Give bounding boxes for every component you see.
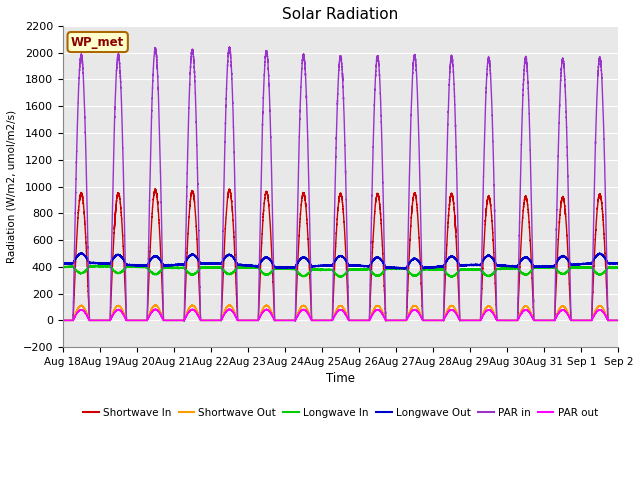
PAR in [88, 318, 95, 324]
PAR out [59, 318, 67, 324]
Shortwave In [88, 318, 95, 324]
PAR out [88, 318, 95, 324]
PAR out [614, 318, 622, 324]
Shortwave In [382, 318, 390, 324]
Longwave Out [399, 266, 407, 272]
PAR in [477, 318, 484, 324]
Longwave Out [506, 264, 513, 269]
Line: PAR out: PAR out [63, 309, 618, 321]
Longwave Out [492, 260, 499, 266]
PAR out [506, 318, 513, 324]
Title: Solar Radiation: Solar Radiation [282, 7, 399, 22]
Shortwave In [477, 318, 484, 324]
PAR out [513, 318, 521, 324]
Shortwave In [506, 318, 513, 324]
PAR in [506, 318, 513, 324]
Legend: Shortwave In, Shortwave Out, Longwave In, Longwave Out, PAR in, PAR out: Shortwave In, Shortwave Out, Longwave In… [79, 404, 602, 422]
Line: Shortwave In: Shortwave In [63, 189, 618, 321]
Y-axis label: Radiation (W/m2, umol/m2/s): Radiation (W/m2, umol/m2/s) [7, 110, 17, 263]
Shortwave In [413, 209, 421, 215]
PAR in [513, 318, 521, 324]
PAR in [291, 318, 299, 324]
Longwave Out [477, 262, 484, 268]
Shortwave Out [477, 318, 484, 324]
Longwave In [59, 264, 67, 270]
Shortwave In [59, 318, 67, 324]
Shortwave Out [513, 318, 521, 324]
PAR in [413, 91, 421, 97]
Longwave In [335, 274, 343, 280]
PAR out [492, 315, 499, 321]
Shortwave Out [492, 314, 499, 320]
Shortwave Out [413, 305, 421, 311]
Line: Longwave In: Longwave In [63, 265, 618, 277]
Shortwave Out [88, 318, 95, 324]
Shortwave In [492, 285, 499, 290]
Longwave Out [88, 260, 95, 265]
Line: PAR in: PAR in [63, 47, 618, 321]
Longwave In [513, 265, 521, 271]
Shortwave Out [614, 318, 622, 324]
PAR in [226, 44, 234, 50]
Longwave Out [513, 263, 521, 269]
PAR in [614, 318, 622, 324]
Longwave In [95, 263, 103, 268]
Longwave In [506, 265, 513, 271]
PAR out [271, 318, 278, 324]
Longwave In [413, 272, 421, 277]
Shortwave Out [382, 318, 390, 324]
Shortwave In [614, 318, 622, 324]
PAR out [413, 309, 421, 314]
Shortwave Out [59, 318, 67, 324]
Longwave Out [78, 250, 86, 256]
PAR in [492, 247, 499, 252]
Longwave Out [614, 261, 622, 266]
Shortwave Out [225, 302, 233, 308]
PAR out [477, 318, 484, 324]
Longwave In [492, 268, 499, 274]
PAR in [59, 318, 67, 324]
Longwave Out [59, 261, 67, 267]
Shortwave In [152, 186, 159, 192]
Longwave In [614, 264, 622, 270]
Line: Longwave Out: Longwave Out [63, 253, 618, 269]
X-axis label: Time: Time [326, 372, 355, 385]
Longwave In [88, 263, 95, 269]
Longwave Out [413, 257, 421, 263]
PAR out [152, 306, 159, 312]
Text: WP_met: WP_met [71, 36, 124, 48]
Shortwave In [513, 318, 521, 324]
Longwave In [477, 267, 484, 273]
Line: Shortwave Out: Shortwave Out [63, 305, 618, 321]
Shortwave Out [506, 318, 513, 324]
